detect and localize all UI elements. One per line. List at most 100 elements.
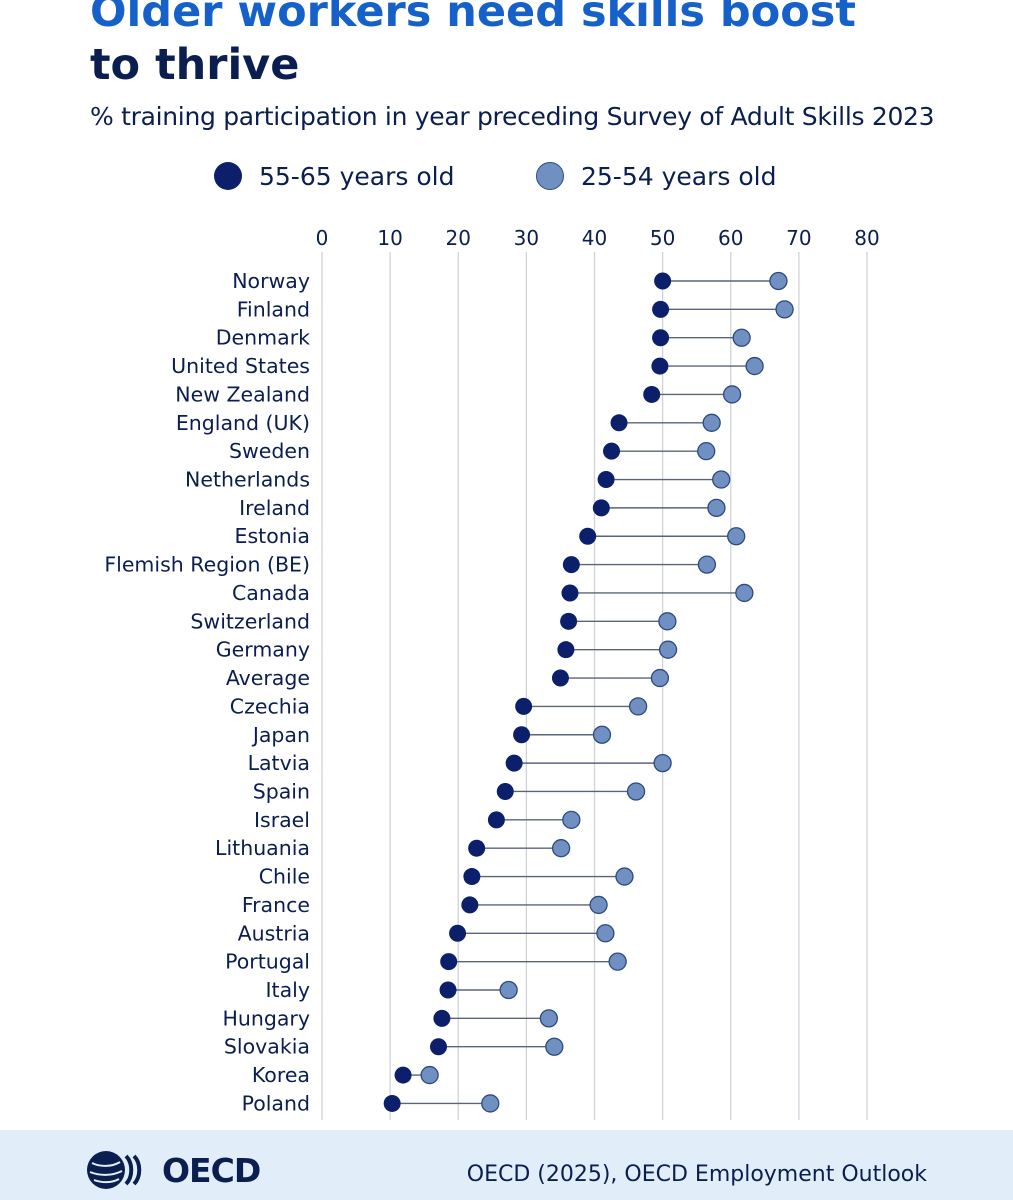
legend-marker-older [214,162,242,190]
footer: OECD OECD (2025), OECD Employment Outloo… [0,1130,1013,1200]
point-25-54-poland [481,1094,500,1113]
point-55-65-portugal [440,953,458,971]
point-55-65-norway [654,272,672,290]
country-label-flemish-region-be: Flemish Region (BE) [104,553,310,577]
country-label-netherlands: Netherlands [185,468,310,492]
point-25-54-israel [562,810,581,829]
point-55-65-finland [652,300,670,318]
point-25-54-norway [769,271,788,291]
country-label-chile: Chile [259,865,310,889]
country-label-poland: Poland [242,1091,310,1115]
country-label-latvia: Latvia [248,751,310,775]
point-55-65-ireland [592,499,610,517]
point-55-65-france [461,896,479,914]
legend-marker-younger [536,162,564,190]
chart-subtitle: % training participation in year precedi… [90,102,935,131]
point-25-54-korea [420,1065,439,1085]
point-55-65-poland [383,1094,401,1112]
point-55-65-new-zealand [643,385,661,403]
country-label-new-zealand: New Zealand [175,382,310,406]
point-55-65-slovakia [429,1038,447,1056]
chart-title-line2: to thrive [90,40,300,90]
point-25-54-united-states [745,356,764,376]
country-label-sweden: Sweden [229,439,310,463]
country-label-korea: Korea [252,1063,310,1087]
point-55-65-czechia [515,697,533,715]
point-55-65-germany [557,641,575,659]
point-55-65-canada [561,584,579,602]
legend-item-younger: 25-54 years old [536,158,776,194]
point-25-54-finland [775,300,794,319]
chart-title-line1: Older workers need skills boost [90,0,856,37]
legend-label-younger: 25-54 years old [581,161,777,191]
x-tick-label-30: 30 [514,226,539,250]
point-25-54-england-uk [702,413,721,432]
legend-item-older: 55-65 years old [214,158,454,194]
country-label-austria: Austria [238,921,310,945]
point-25-54-new-zealand [722,385,742,404]
point-25-54-slovakia [545,1037,564,1056]
country-label-england-uk: England (UK) [176,411,310,435]
legend: 55-65 years old 25-54 years old [0,158,1013,194]
point-55-65-latvia [505,754,523,772]
oecd-wordmark: OECD [162,1150,261,1190]
x-tick-label-0: 0 [316,226,329,250]
point-25-54-germany [658,640,678,659]
x-tick-label-70: 70 [786,226,811,250]
country-label-spain: Spain [253,779,310,803]
country-label-israel: Israel [254,808,310,832]
point-25-54-lithuania [551,839,571,858]
point-55-65-flemish-region-be [562,556,580,574]
point-25-54-sweden [697,442,716,461]
point-55-65-united-states [651,357,669,375]
point-25-54-latvia [653,753,672,773]
country-label-switzerland: Switzerland [190,609,310,633]
country-label-estonia: Estonia [235,524,310,548]
x-tick-label-40: 40 [582,226,607,250]
country-label-finland: Finland [237,297,310,321]
point-55-65-denmark [652,329,670,347]
point-25-54-france [589,895,608,915]
x-tick-label-50: 50 [650,226,675,250]
point-25-54-portugal [608,952,627,971]
point-55-65-lithuania [468,839,486,857]
country-label-denmark: Denmark [216,326,310,350]
source-note: OECD (2025), OECD Employment Outlook [466,1162,927,1187]
point-25-54-spain [626,782,646,801]
point-55-65-israel [487,811,505,829]
point-55-65-netherlands [597,471,615,489]
country-label-slovakia: Slovakia [224,1035,310,1059]
point-25-54-czechia [628,697,648,716]
point-55-65-england-uk [610,414,628,432]
point-55-65-average [551,669,569,687]
dumbbell-chart: 0 10 20 30 40 50 60 70 80 Norway Finland Denmark Uni… [104,226,880,1120]
point-55-65-italy [439,981,457,999]
point-25-54-canada [735,583,754,603]
point-25-54-hungary [539,1009,559,1028]
country-label-norway: Norway [232,269,310,293]
country-label-portugal: Portugal [225,950,310,974]
point-25-54-austria [596,924,615,943]
country-label-czechia: Czechia [230,694,310,718]
country-label-ireland: Ireland [239,496,310,520]
point-55-65-hungary [433,1009,451,1027]
point-25-54-japan [592,725,612,744]
oecd-logo: OECD [86,1147,261,1193]
point-25-54-flemish-region-be [697,555,717,574]
country-label-canada: Canada [232,581,310,605]
oecd-globe-icon [87,1151,142,1189]
point-25-54-netherlands [712,470,731,489]
point-25-54-ireland [707,498,726,518]
legend-label-older: 55-65 years old [259,161,455,191]
country-label-germany: Germany [216,638,310,662]
point-25-54-denmark [732,328,751,347]
x-tick-label-60: 60 [718,226,743,250]
point-55-65-switzerland [560,612,578,630]
point-55-65-spain [496,782,514,800]
point-25-54-switzerland [658,612,677,631]
point-55-65-korea [394,1066,412,1084]
point-25-54-average [650,668,670,688]
country-label-japan: Japan [251,723,310,747]
country-label-france: France [242,893,310,917]
point-55-65-estonia [579,527,597,545]
